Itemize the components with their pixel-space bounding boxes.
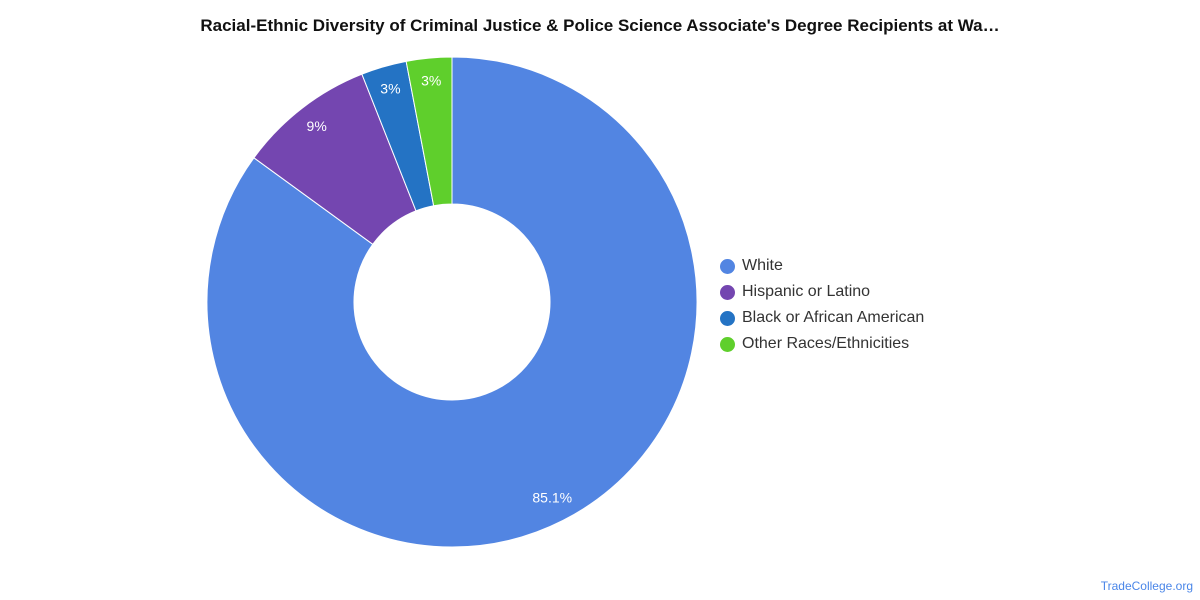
- legend-item-other-races-ethnicities[interactable]: Other Races/Ethnicities: [720, 331, 924, 357]
- donut-slices: [206, 56, 698, 548]
- slice-other-races-ethnicities[interactable]: [405, 56, 453, 207]
- legend-item-hispanic-or-latino[interactable]: Hispanic or Latino: [720, 279, 924, 305]
- slice-label-other-races-ethnicities: 3%: [421, 73, 441, 89]
- legend-label-black-or-african-american: Black or African American: [742, 309, 925, 326]
- legend: White Hispanic or Latino Black or Africa…: [720, 253, 924, 357]
- slice-labels: 85.1% 9% 3% 3%: [307, 73, 573, 506]
- legend-label-white: White: [742, 257, 783, 274]
- chart-title: Racial-Ethnic Diversity of Criminal Just…: [200, 16, 1000, 35]
- legend-swatch-black-or-african-american: [720, 310, 735, 326]
- slice-label-black-or-african-american: 3%: [380, 80, 400, 96]
- legend-item-black-or-african-american[interactable]: Black or African American: [720, 305, 924, 331]
- legend-swatch-hispanic-or-latino: [720, 284, 735, 300]
- legend-label-hispanic-or-latino: Hispanic or Latino: [742, 283, 871, 300]
- legend-swatch-white: [720, 258, 735, 274]
- watermark[interactable]: TradeCollege.org: [1100, 579, 1193, 593]
- legend-label-other-races-ethnicities: Other Races/Ethnicities: [742, 335, 910, 352]
- slice-label-hispanic-or-latino: 9%: [307, 118, 327, 134]
- legend-swatch-other-races-ethnicities: [720, 336, 735, 352]
- slice-white[interactable]: [206, 56, 698, 548]
- slice-label-white: 85.1%: [532, 490, 572, 506]
- legend-item-white[interactable]: White: [720, 253, 924, 279]
